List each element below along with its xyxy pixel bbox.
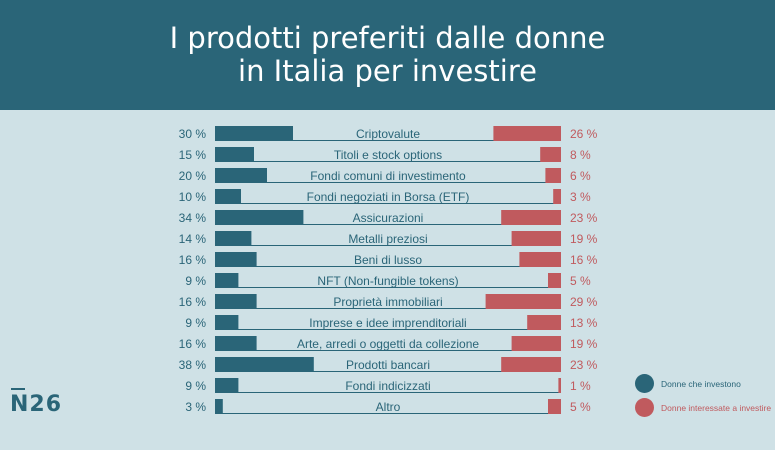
- category-label: Fondi comuni di investimento: [310, 169, 466, 183]
- category-label: NFT (Non-fungible tokens): [317, 274, 458, 288]
- legend-swatch-interessate: [635, 398, 654, 417]
- bar-investono: [215, 315, 239, 330]
- category-label: Assicurazioni: [353, 211, 424, 225]
- bar-interessate: [485, 294, 561, 309]
- category-label: Metalli preziosi: [348, 232, 427, 246]
- bar-interessate: [548, 273, 561, 288]
- category-label: Beni di lusso: [354, 253, 422, 267]
- bar-interessate: [501, 210, 561, 225]
- bar-investono: [215, 357, 314, 372]
- category-label: Arte, arredi o oggetti da collezione: [297, 337, 479, 351]
- value-label-interessate: 23 %: [570, 358, 598, 372]
- value-label-interessate: 19 %: [570, 232, 598, 246]
- value-label-interessate: 1 %: [570, 379, 591, 393]
- bar-interessate: [548, 399, 561, 414]
- value-label-interessate: 13 %: [570, 316, 598, 330]
- value-label-investono: 15 %: [179, 148, 207, 162]
- bar-investono: [215, 168, 267, 183]
- value-label-interessate: 16 %: [570, 253, 598, 267]
- value-label-interessate: 8 %: [570, 148, 591, 162]
- logo-overline: [11, 388, 25, 390]
- bar-interessate: [511, 336, 561, 351]
- category-label: Titoli e stock options: [334, 148, 442, 162]
- bar-interessate: [511, 231, 561, 246]
- bar-interessate: [519, 252, 561, 267]
- legend-swatch-investono: [635, 374, 654, 393]
- bar-interessate: [493, 126, 561, 141]
- bar-investono: [215, 147, 254, 162]
- bar-investono: [215, 252, 257, 267]
- value-label-investono: 20 %: [179, 169, 207, 183]
- bar-interessate: [501, 357, 561, 372]
- value-label-interessate: 5 %: [570, 400, 591, 414]
- legend-label-investono: Donne che investono: [661, 379, 741, 389]
- bar-interessate: [527, 315, 561, 330]
- value-label-investono: 9 %: [185, 379, 206, 393]
- value-label-interessate: 6 %: [570, 169, 591, 183]
- bar-investono: [215, 273, 239, 288]
- value-label-investono: 30 %: [179, 127, 207, 141]
- chart-title-line-1: I prodotti preferiti dalle donne: [169, 21, 606, 55]
- category-label: Proprietà immobiliari: [333, 295, 442, 309]
- bar-interessate: [553, 189, 561, 204]
- value-label-investono: 38 %: [179, 358, 207, 372]
- value-label-investono: 16 %: [179, 337, 207, 351]
- value-label-investono: 16 %: [179, 253, 207, 267]
- legend-label-interessate: Donne interessate a investire: [661, 403, 772, 413]
- bar-investono: [215, 231, 252, 246]
- value-label-interessate: 26 %: [570, 127, 598, 141]
- legend-item-investono: Donne che investono: [635, 374, 775, 394]
- logo-text: N26: [10, 392, 63, 417]
- butterfly-bar-chart: Criptovalute 30 % 26 % Titoli e stock optio…: [179, 126, 598, 414]
- bar-interessate: [558, 378, 561, 393]
- bar-investono: [215, 336, 257, 351]
- category-label: Prodotti bancari: [346, 358, 430, 372]
- value-label-interessate: 5 %: [570, 274, 591, 288]
- bar-interessate: [540, 147, 561, 162]
- value-label-investono: 16 %: [179, 295, 207, 309]
- value-label-investono: 14 %: [179, 232, 207, 246]
- bar-investono: [215, 378, 239, 393]
- category-label: Fondi indicizzati: [345, 379, 430, 393]
- bar-investono: [215, 399, 223, 414]
- value-label-investono: 10 %: [179, 190, 207, 204]
- bar-interessate: [545, 168, 561, 183]
- bar-investono: [215, 210, 304, 225]
- value-label-investono: 34 %: [179, 211, 207, 225]
- bar-investono: [215, 126, 293, 141]
- value-label-interessate: 19 %: [570, 337, 598, 351]
- n26-logo: N26: [10, 388, 63, 417]
- value-label-investono: 9 %: [185, 316, 206, 330]
- value-label-investono: 9 %: [185, 274, 206, 288]
- title-banner: I prodotti preferiti dalle donne in Ital…: [0, 0, 775, 110]
- bar-investono: [215, 294, 257, 309]
- category-label: Fondi negoziati in Borsa (ETF): [307, 190, 470, 204]
- value-label-interessate: 29 %: [570, 295, 598, 309]
- value-label-investono: 3 %: [185, 400, 206, 414]
- legend-item-interessate: Donne interessate a investire: [635, 398, 775, 418]
- bar-investono: [215, 189, 241, 204]
- category-label: Altro: [376, 400, 401, 414]
- value-label-interessate: 3 %: [570, 190, 591, 204]
- category-label: Criptovalute: [356, 127, 420, 141]
- chart-title-line-2: in Italia per investire: [238, 54, 537, 88]
- category-label: Imprese e idee imprenditoriali: [309, 316, 466, 330]
- value-label-interessate: 23 %: [570, 211, 598, 225]
